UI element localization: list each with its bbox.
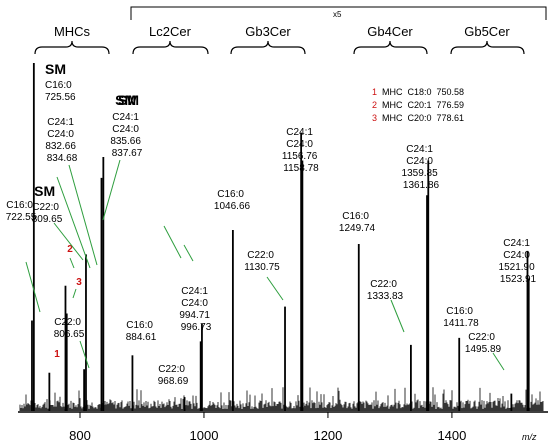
- legend-text-2: MHC C20:1 776.59: [382, 100, 464, 110]
- brace-mhcs: [34, 40, 110, 55]
- annotation-994-71: C24:1 C24:0 994.71 996.73: [179, 286, 212, 333]
- legend-text-1: MHC C18:0 750.58: [382, 87, 464, 97]
- brace-gb3cer: [230, 40, 306, 55]
- brace-gb4cer: [353, 40, 428, 55]
- group-label-gb3cer: Gb3Cer: [245, 24, 291, 39]
- annotation-1249-74: C16:0 1249.74: [339, 211, 376, 234]
- legend-num-3: 3: [372, 113, 377, 123]
- annotation-835-66: SM C24:1 C24:0 835.66 837.67: [110, 92, 143, 159]
- annotation-884-61: C16:0 884.61: [126, 320, 157, 343]
- legend-num-1: 1: [372, 87, 377, 97]
- annotation-725-56: SM C16:0 725.56: [45, 61, 76, 103]
- annotation-1333-83: C22:0 1333.83: [367, 279, 404, 302]
- annotation-832-66: C24:1 C24:0 832.66 834.68: [45, 117, 78, 164]
- annotation-1046-66: C16:0 1046.66: [214, 189, 251, 212]
- annotation-1156-76: C24:1 C24:0 1156.76 1158.78: [282, 127, 320, 174]
- baseline-noise: [19, 387, 544, 411]
- annotation-1521-90: C24:1 C24:0 1521.90 1523.91: [499, 238, 538, 285]
- annotation-1130-75: C22:0 1130.75: [244, 250, 280, 273]
- legend-num-2: 2: [372, 100, 377, 110]
- annotation-809-65: SM C22:0 809.65: [32, 183, 63, 225]
- annotation-806-65: C22:0 806.65: [54, 317, 85, 340]
- peak-marker-2: 2: [67, 244, 73, 255]
- group-label-gb5cer: Gb5Cer: [464, 24, 510, 39]
- legend-text-3: MHC C20:0 778.61: [382, 113, 464, 123]
- brace-lc2cer: [132, 40, 209, 55]
- brace-gb5cer: [450, 40, 525, 55]
- x-tick-label-1400: 1400: [437, 428, 466, 443]
- annotation-968-69: C22:0 968.69: [158, 364, 189, 387]
- annotation-1495-89: C22:0 1495.89: [465, 332, 502, 355]
- x-axis-label: m/z: [522, 432, 537, 442]
- peak-annotations: C16:0 722.55 SM C16:0 725.56 SM C22:0 80…: [6, 61, 538, 387]
- x-tick-label-1200: 1200: [313, 428, 342, 443]
- annotation-1411-78: C16:0 1411.78: [443, 306, 479, 329]
- x-tick-label-1000: 1000: [190, 428, 219, 443]
- peak-marker-1: 1: [54, 349, 60, 360]
- legend: 1 MHC C18:0 750.58 2 MHC C20:1 776.59 3 …: [372, 87, 464, 123]
- peak-series: [31, 63, 530, 411]
- leader-lines: [25, 159, 505, 371]
- group-label-mhcs: MHCs: [54, 24, 91, 39]
- x-tick-label-800: 800: [69, 428, 91, 443]
- scale-marker-label: x5: [333, 10, 342, 19]
- peak-marker-3: 3: [76, 277, 82, 288]
- group-brackets: MHCs Lc2Cer Gb3Cer Gb4Cer Gb5Cer: [34, 24, 525, 55]
- annotation-sm-mid: SM: [118, 92, 139, 108]
- group-label-gb4cer: Gb4Cer: [367, 24, 413, 39]
- scale-bracket: x5: [130, 6, 547, 20]
- x-axis-ticks: 800 1000 1200 1400: [69, 412, 466, 443]
- annotation-1359-85: C24:1 C24:0 1359.85 1361.86: [402, 144, 441, 191]
- group-label-lc2cer: Lc2Cer: [149, 24, 192, 39]
- annotation-722-55: C16:0 722.55: [6, 200, 37, 223]
